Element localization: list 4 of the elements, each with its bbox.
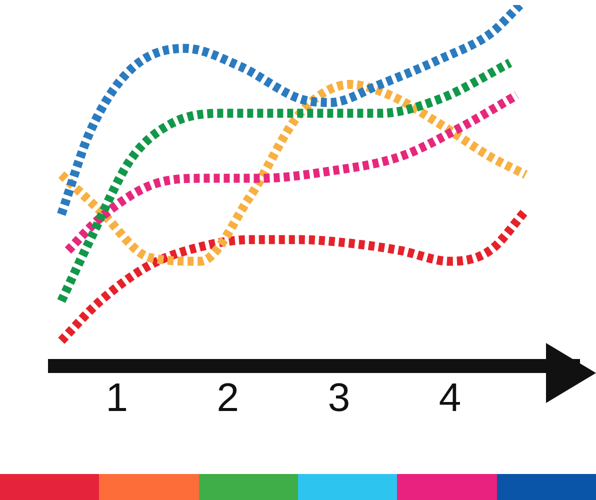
x-tick-label: 4 <box>438 376 462 420</box>
x-tick-label: 1 <box>106 376 128 420</box>
x-tick-label: 2 <box>216 376 240 420</box>
x-tick-label: 3 <box>328 376 350 420</box>
